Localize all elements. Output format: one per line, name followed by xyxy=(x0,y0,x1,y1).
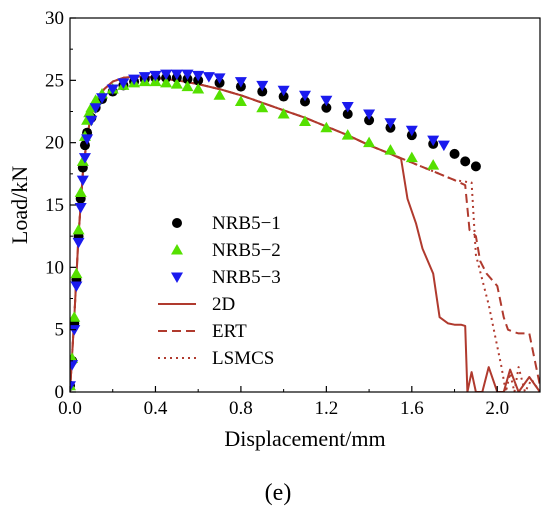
data-point-series-3 xyxy=(70,281,83,293)
data-point-series-2 xyxy=(384,144,397,155)
data-point-series-2 xyxy=(76,155,89,166)
y-tick-label: 25 xyxy=(45,70,64,91)
data-point-series-3 xyxy=(181,69,194,81)
data-point-series-3 xyxy=(106,84,119,96)
legend-marker xyxy=(171,272,183,283)
data-point-series-3 xyxy=(85,115,98,127)
data-point-series-3 xyxy=(213,73,226,84)
data-point-series-3 xyxy=(149,70,162,82)
data-point-series-1 xyxy=(364,115,375,126)
data-point-series-1 xyxy=(321,102,332,113)
y-tick-label: 5 xyxy=(55,320,65,341)
legend-entry: NRB5−1 xyxy=(172,213,281,234)
data-point-series-3 xyxy=(256,80,269,92)
legend-label: NRB5−2 xyxy=(212,240,281,261)
legend-entry: NRB5−3 xyxy=(171,267,281,288)
y-tick-label: 15 xyxy=(45,195,64,216)
data-point-series-3 xyxy=(89,103,102,114)
data-point-series-2 xyxy=(70,311,81,322)
data-point-series-2 xyxy=(256,101,269,113)
legend-entry: NRB5−2 xyxy=(171,240,281,261)
data-point-series-1 xyxy=(449,148,460,159)
data-point-series-3 xyxy=(76,175,89,187)
figure-caption: (e) xyxy=(265,480,292,506)
tick-layer: 0.0 0.4 0.8 1.2 1.6 2.0 0 5 10 15 20 25 30 xyxy=(45,8,509,419)
data-point-series-2 xyxy=(405,151,418,163)
data-point-series-3 xyxy=(160,69,173,81)
y-tick-label: 10 xyxy=(45,257,64,278)
y-tick-label: 0 xyxy=(55,382,65,403)
data-point-series-3 xyxy=(170,69,183,81)
data-point-series-3 xyxy=(405,125,418,137)
legend-entry: 2D xyxy=(158,294,235,315)
data-point-series-2 xyxy=(341,129,354,140)
data-point-series-2 xyxy=(277,107,290,119)
data-point-series-1 xyxy=(300,96,310,107)
data-point-series-3 xyxy=(192,70,205,82)
data-point-series-3 xyxy=(72,237,85,249)
data-point-series-2 xyxy=(213,89,226,100)
data-point-series-3 xyxy=(138,72,151,83)
data-point-series-3 xyxy=(202,72,215,83)
legend-marker xyxy=(171,244,183,255)
data-point-series-2 xyxy=(160,76,173,88)
legend-label: LSMCS xyxy=(212,348,274,369)
data-point-series-2 xyxy=(320,121,333,133)
x-tick-label: 0.0 xyxy=(58,398,82,419)
data-point-series-3 xyxy=(70,360,79,371)
y-tick-label: 20 xyxy=(45,133,64,154)
x-tick-label: 0.4 xyxy=(144,398,168,419)
legend-label: NRB5−1 xyxy=(212,213,281,234)
data-point-series-2 xyxy=(72,223,85,235)
data-point-series-2 xyxy=(192,83,205,94)
data-point-series-2 xyxy=(89,94,102,105)
data-point-series-3 xyxy=(74,202,87,214)
data-point-series-1 xyxy=(278,91,289,102)
data-point-series-2 xyxy=(363,136,376,148)
y-tick-label: 30 xyxy=(45,8,64,29)
data-point-series-3 xyxy=(277,85,290,97)
legend-label: NRB5−3 xyxy=(212,267,281,288)
data-point-series-3 xyxy=(81,134,94,145)
data-point-series-2 xyxy=(170,78,183,89)
data-point-series-2 xyxy=(70,267,83,279)
legend-entry: ERT xyxy=(158,321,247,342)
legend-marker xyxy=(172,218,182,228)
data-point-series-3 xyxy=(437,140,450,152)
data-point-series-2 xyxy=(74,186,87,198)
data-point-series-3 xyxy=(70,325,81,336)
data-point-series-3 xyxy=(96,93,109,104)
data-point-series-3 xyxy=(117,78,130,89)
x-axis-label: Displacement/mm xyxy=(224,426,385,451)
data-point-series-3 xyxy=(299,90,311,102)
data-point-series-2 xyxy=(299,115,311,126)
data-point-series-1 xyxy=(257,86,268,97)
data-point-series-2 xyxy=(181,80,194,92)
data-point-series-1 xyxy=(342,108,353,119)
data-point-series-3 xyxy=(234,77,247,88)
data-point-series-3 xyxy=(363,109,376,120)
data-point-series-3 xyxy=(341,102,354,113)
legend-label: ERT xyxy=(212,321,247,342)
x-tick-label: 1.2 xyxy=(314,398,338,419)
series-layer xyxy=(70,69,540,392)
data-point-series-3 xyxy=(128,74,141,86)
x-tick-label: 2.0 xyxy=(485,398,509,419)
y-axis-label: Load/kN xyxy=(7,166,32,244)
data-point-series-3 xyxy=(427,135,440,147)
data-point-series-3 xyxy=(320,95,333,107)
legend-label: 2D xyxy=(212,294,235,315)
data-point-series-1 xyxy=(470,161,481,172)
data-point-series-2 xyxy=(427,159,440,170)
data-point-series-2 xyxy=(234,95,247,107)
x-tick-label: 0.8 xyxy=(229,398,253,419)
data-point-series-1 xyxy=(460,156,471,167)
legend-entry: LSMCS xyxy=(158,348,274,369)
x-tick-label: 1.6 xyxy=(400,398,424,419)
data-point-series-3 xyxy=(384,118,397,129)
data-point-series-3 xyxy=(78,153,91,164)
data-point-series-3 xyxy=(70,381,76,392)
legend: NRB5−1 NRB5−2 NRB5−3 2D ERT LSMCS xyxy=(158,213,281,369)
